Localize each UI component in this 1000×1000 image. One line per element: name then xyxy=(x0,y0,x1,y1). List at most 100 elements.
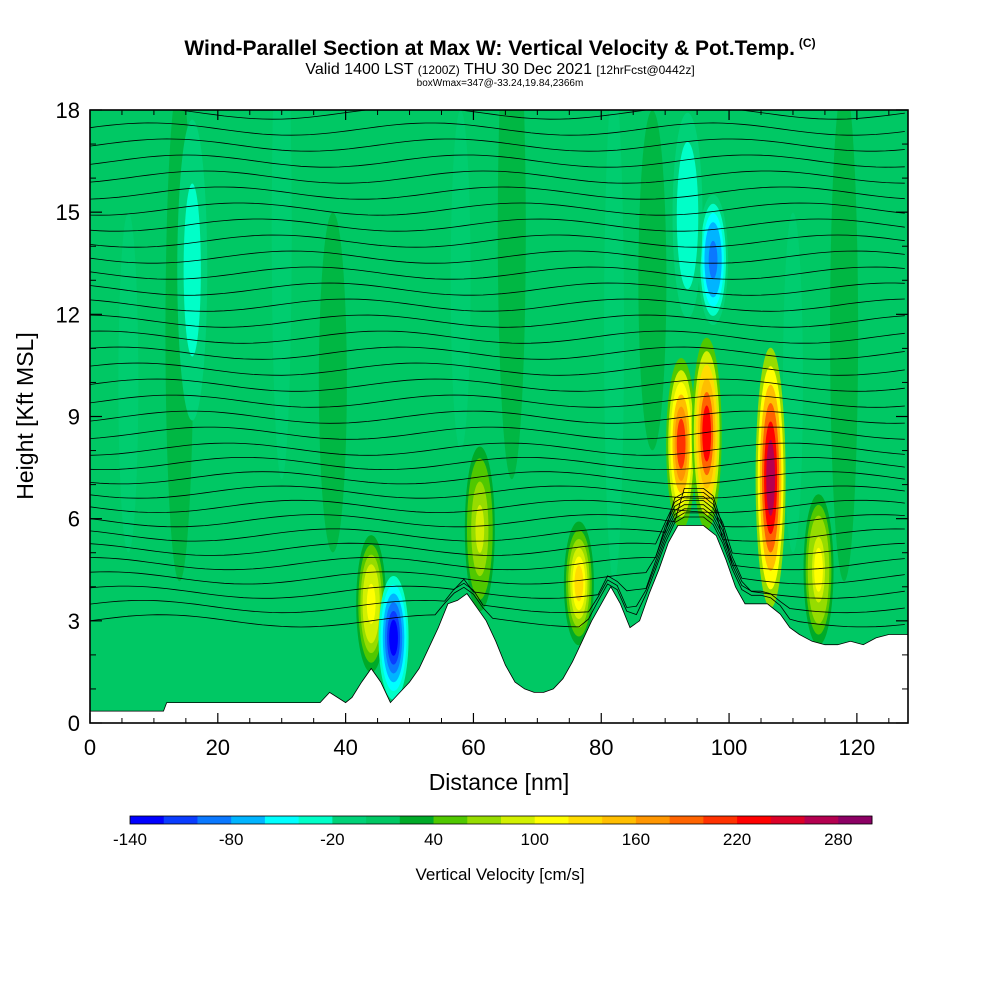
velocity-cell xyxy=(378,575,409,700)
isentrope xyxy=(90,234,905,248)
isentrope xyxy=(90,170,905,184)
velocity-cell xyxy=(803,494,834,646)
colorbar-swatch xyxy=(163,816,198,824)
title-mark: (C) xyxy=(798,36,816,50)
plot-area xyxy=(90,110,908,723)
colorbar-tick-label: 40 xyxy=(424,830,443,849)
isentrope xyxy=(90,218,905,232)
velocity-cell xyxy=(177,119,208,421)
colorbar-swatch xyxy=(770,816,806,824)
velocity-band xyxy=(271,110,292,480)
isentrope xyxy=(90,492,905,542)
isentrope xyxy=(90,488,905,528)
isentrope xyxy=(90,516,905,628)
isentrope xyxy=(90,500,905,571)
y-tick-label: 0 xyxy=(68,711,80,736)
y-axis-label: Height [Kft MSL] xyxy=(12,332,38,499)
velocity-band xyxy=(604,110,625,582)
isentrope xyxy=(90,202,905,216)
chart-subsubtitle: boxWmax=347@-33.24,19.84,2366m xyxy=(416,78,584,89)
colorbar-swatch xyxy=(231,816,266,824)
colorbar-swatch xyxy=(433,816,468,824)
colorbar-swatch xyxy=(703,816,738,824)
velocity-cell xyxy=(563,521,594,646)
isentrope xyxy=(90,298,905,312)
colorbar-swatch xyxy=(669,816,704,824)
subtitle-fcst: [12hrFcst@0442z] xyxy=(596,63,695,77)
isentrope xyxy=(90,485,905,499)
velocity-cell xyxy=(755,347,786,608)
velocity-band xyxy=(830,110,859,582)
colorbar-swatch xyxy=(197,816,232,824)
velocity-cell xyxy=(666,358,697,530)
y-tick-label: 3 xyxy=(68,609,80,634)
isentrope xyxy=(90,508,905,599)
cell-level xyxy=(389,619,398,656)
velocity-band xyxy=(864,110,901,451)
colorbar-swatch xyxy=(130,816,165,824)
colorbar-swatch xyxy=(838,816,873,824)
isentrope xyxy=(90,154,905,168)
x-tick-label: 80 xyxy=(589,735,613,760)
colorbar-swatch xyxy=(366,816,401,824)
cell-level xyxy=(708,240,718,279)
colorbar-swatch xyxy=(264,816,300,824)
cell-level xyxy=(683,185,692,246)
y-tick-label: 15 xyxy=(56,200,80,225)
colorbar-swatch xyxy=(467,816,502,824)
y-tick-label: 12 xyxy=(56,302,80,327)
colorbar-swatch xyxy=(804,816,839,824)
colorbar-swatch xyxy=(635,816,671,824)
cell-level xyxy=(574,565,584,602)
cell-level xyxy=(187,226,197,314)
chart-subtitle: Valid 1400 LST (1200Z) THU 30 Dec 2021 [… xyxy=(0,61,1000,79)
velocity-band xyxy=(638,110,667,451)
velocity-band xyxy=(782,212,803,553)
colorbar-swatch xyxy=(501,816,536,824)
isentrope xyxy=(90,426,905,440)
isentrope xyxy=(90,330,905,344)
x-tick-label: 60 xyxy=(461,735,485,760)
chart-title: Wind-Parallel Section at Max W: Vertical… xyxy=(184,36,816,60)
x-tick-label: 40 xyxy=(333,735,357,760)
x-axis: 0 20 40 60 80 100 120 xyxy=(84,110,890,760)
y-tick-label: 9 xyxy=(68,405,80,430)
colorbar-tick-label: 160 xyxy=(622,830,650,849)
velocity-band xyxy=(212,110,249,451)
isentrope xyxy=(90,250,905,264)
isentrope xyxy=(90,378,905,392)
isentrope xyxy=(90,138,905,152)
velocity-band xyxy=(118,212,139,553)
cell-level xyxy=(766,439,775,516)
velocity-cell xyxy=(464,446,495,612)
isentrope xyxy=(90,504,905,585)
subtitle-valid: Valid 1400 LST xyxy=(305,61,414,78)
colorbar-swatch xyxy=(737,816,772,824)
isentrope xyxy=(90,362,905,376)
cell-level xyxy=(676,418,686,469)
x-axis-label: Distance [nm] xyxy=(429,769,570,795)
colorbar-frame xyxy=(129,815,873,825)
isentrope xyxy=(90,346,905,360)
isentrope xyxy=(175,110,905,120)
colorbar-swatch xyxy=(602,816,637,824)
isentrope xyxy=(90,314,905,328)
colorbar-tick-label: -140 xyxy=(113,830,147,849)
colorbar-swatch xyxy=(298,816,333,824)
terrain-mask xyxy=(90,525,908,723)
cell-level xyxy=(814,547,823,592)
subtitle-z: (1200Z) xyxy=(417,63,460,77)
isentrope xyxy=(90,282,905,296)
subtitle-date: THU 30 Dec 2021 xyxy=(463,61,592,78)
cell-level xyxy=(475,504,485,553)
isentrope xyxy=(90,471,905,485)
colorbar-swatch xyxy=(332,816,367,824)
velocity-band xyxy=(450,110,471,451)
x-tick-label: 20 xyxy=(206,735,230,760)
velocity-cell xyxy=(672,112,703,319)
colorbar-label: Vertical Velocity [cm/s] xyxy=(415,865,584,884)
y-tick-label: 18 xyxy=(56,98,80,123)
y-tick-label: 6 xyxy=(68,507,80,532)
isentrope xyxy=(90,394,905,408)
isentrope xyxy=(90,512,905,614)
